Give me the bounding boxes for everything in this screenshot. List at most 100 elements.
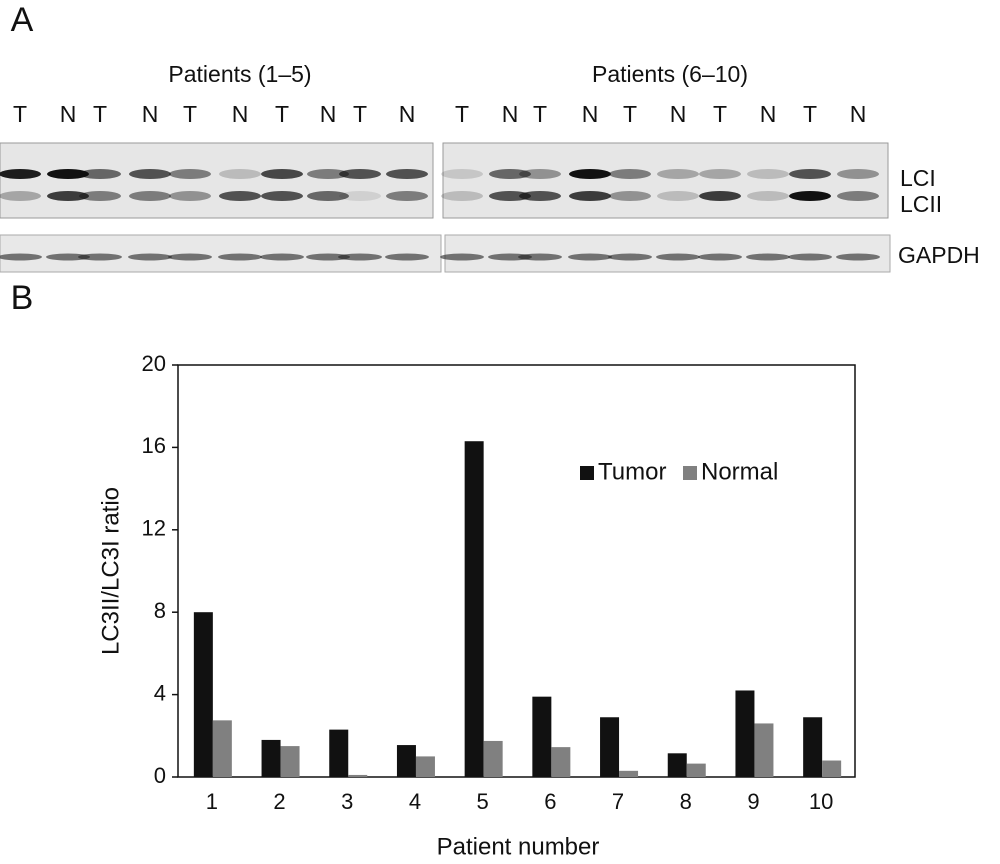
blot-band bbox=[569, 169, 611, 179]
blot-band bbox=[218, 253, 262, 261]
lane-label: T bbox=[455, 101, 469, 127]
bar bbox=[822, 760, 842, 777]
blot-gapdh-left bbox=[0, 234, 442, 273]
bar bbox=[280, 746, 300, 777]
bar bbox=[261, 739, 281, 777]
blot-band bbox=[386, 191, 428, 201]
legend-label: Normal bbox=[701, 458, 778, 485]
blot-band bbox=[441, 169, 483, 179]
x-tick-label: 7 bbox=[612, 789, 624, 814]
blot-band bbox=[128, 253, 172, 261]
blot-band bbox=[219, 169, 261, 179]
band-label: LCII bbox=[900, 191, 942, 217]
blot-band bbox=[307, 191, 349, 201]
blot-band bbox=[338, 253, 382, 261]
legend-swatch bbox=[580, 466, 594, 480]
legend-label: Tumor bbox=[598, 458, 666, 485]
blot-band bbox=[789, 169, 831, 179]
bar bbox=[464, 441, 484, 777]
bar bbox=[193, 612, 213, 777]
bar bbox=[348, 774, 368, 777]
group-title: Patients (1–5) bbox=[168, 61, 311, 87]
lane-label: N bbox=[760, 101, 777, 127]
bar bbox=[619, 770, 639, 777]
lane-label: N bbox=[670, 101, 687, 127]
y-tick-label: 4 bbox=[154, 680, 166, 705]
bar bbox=[329, 729, 349, 777]
lane-label: T bbox=[353, 101, 367, 127]
blot-band bbox=[699, 169, 741, 179]
lane-label: T bbox=[713, 101, 727, 127]
blot-band bbox=[261, 191, 303, 201]
blot-band bbox=[609, 169, 651, 179]
blot-band bbox=[518, 253, 562, 261]
blot-band bbox=[519, 169, 561, 179]
bar bbox=[600, 717, 620, 777]
blot-band bbox=[129, 169, 171, 179]
bar bbox=[483, 740, 503, 777]
x-axis-title: Patient number bbox=[437, 833, 600, 860]
lane-label: N bbox=[232, 101, 249, 127]
blot-band bbox=[441, 191, 483, 201]
blot-gapdh-right bbox=[444, 234, 891, 273]
blot-band bbox=[788, 253, 832, 261]
lane-label: T bbox=[533, 101, 547, 127]
x-tick-label: 9 bbox=[747, 789, 759, 814]
blot-band bbox=[836, 253, 880, 261]
blot-band bbox=[746, 253, 790, 261]
x-tick-label: 8 bbox=[680, 789, 692, 814]
blot-lc3-left bbox=[0, 142, 434, 219]
blot-band bbox=[0, 253, 42, 261]
blot-band bbox=[79, 169, 121, 179]
blot-band bbox=[168, 253, 212, 261]
x-tick-label: 5 bbox=[477, 789, 489, 814]
bar bbox=[735, 690, 755, 777]
bar bbox=[396, 745, 416, 777]
x-tick-label: 10 bbox=[809, 789, 833, 814]
blot-band bbox=[386, 169, 428, 179]
blot-band bbox=[385, 253, 429, 261]
bar bbox=[551, 747, 571, 777]
lane-label: N bbox=[142, 101, 159, 127]
bar bbox=[212, 720, 232, 777]
blot-band bbox=[440, 253, 484, 261]
blot-band bbox=[169, 169, 211, 179]
blot-band bbox=[608, 253, 652, 261]
lane-label: N bbox=[850, 101, 867, 127]
y-tick-label: 0 bbox=[154, 763, 166, 788]
lane-label: T bbox=[803, 101, 817, 127]
blot-band bbox=[569, 191, 611, 201]
blot-band bbox=[79, 191, 121, 201]
bar bbox=[754, 723, 774, 777]
lane-label: N bbox=[502, 101, 519, 127]
blot-band bbox=[47, 191, 89, 201]
bar bbox=[803, 717, 823, 777]
blot-band bbox=[747, 169, 789, 179]
blot-band bbox=[747, 191, 789, 201]
blot-band bbox=[129, 191, 171, 201]
blot-band bbox=[489, 169, 531, 179]
band-label: LCI bbox=[900, 165, 936, 191]
bar bbox=[686, 763, 706, 777]
bar bbox=[532, 696, 552, 777]
legend-swatch bbox=[683, 466, 697, 480]
blot-band bbox=[699, 191, 741, 201]
blot-band bbox=[306, 253, 350, 261]
lane-label: N bbox=[582, 101, 599, 127]
blot-band bbox=[698, 253, 742, 261]
y-tick-label: 16 bbox=[142, 433, 166, 458]
blot-band bbox=[789, 191, 831, 201]
blot-band bbox=[169, 191, 211, 201]
lane-label: N bbox=[320, 101, 337, 127]
y-tick-label: 8 bbox=[154, 598, 166, 623]
blot-band bbox=[339, 169, 381, 179]
blot-band bbox=[78, 253, 122, 261]
blot-band bbox=[261, 169, 303, 179]
blot-band bbox=[0, 191, 41, 201]
blot-lc3-right bbox=[442, 142, 889, 219]
blot-band bbox=[837, 191, 879, 201]
group-title: Patients (6–10) bbox=[592, 61, 748, 87]
blot-band bbox=[219, 191, 261, 201]
blot-band bbox=[837, 169, 879, 179]
lane-label: T bbox=[623, 101, 637, 127]
